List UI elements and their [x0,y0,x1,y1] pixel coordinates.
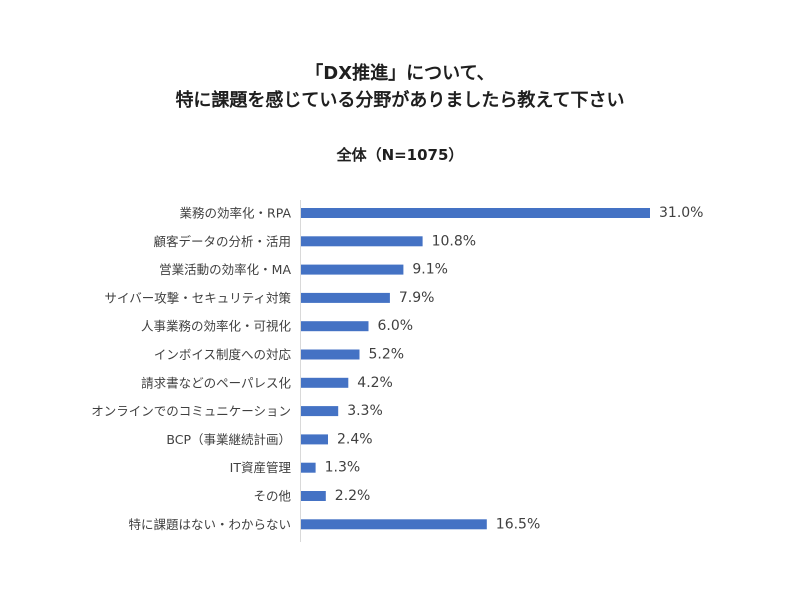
value-label-8: 3.3% [347,403,383,419]
bar-3 [301,264,404,275]
bar-2 [301,236,423,247]
category-label-3: 営業活動の効率化・MA [159,262,291,277]
category-label-7: 請求書などのペーパレス化 [141,375,291,390]
bars-group [301,208,650,530]
chart-title-line-1: 「DX推進」について、 [305,63,495,84]
bar-11 [301,491,326,501]
category-label-5: 人事業務の効率化・可視化 [141,319,292,334]
value-label-1: 31.0% [659,205,703,221]
value-label-12: 16.5% [496,516,540,532]
bar-4 [301,292,390,303]
bar-8 [301,406,339,417]
category-label-6: インボイス制度への対応 [154,347,292,362]
category-label-1: 業務の効率化・RPA [180,206,292,221]
bar-9 [301,434,328,445]
value-label-3: 9.1% [412,262,448,278]
bar-1 [301,208,650,218]
chart-subtitle: 全体（N=1075） [336,146,464,164]
value-label-11: 2.2% [335,488,371,504]
value-labels-group: 31.0% 10.8% 9.1% 7.9% 6.0% 5.2% 4.2% 3.3% 2.4% 1.… [325,205,704,532]
category-label-4: サイバー攻撃・セキュリティ対策 [104,290,291,305]
category-label-8: オンラインでのコミュニケーション [91,404,291,419]
value-label-6: 5.2% [369,347,405,363]
value-label-2: 10.8% [432,233,476,249]
value-label-7: 4.2% [357,375,393,391]
bar-6 [301,349,360,360]
value-label-10: 1.3% [325,460,361,476]
bar-12 [301,519,487,530]
category-label-10: IT資産管理 [230,460,292,475]
category-label-11: その他 [253,489,291,504]
bar-7 [301,377,349,388]
category-label-12: 特に課題はない・わからない [128,517,291,532]
value-label-4: 7.9% [399,290,435,306]
category-label-9: BCP（事業継続計画） [166,432,291,447]
bar-5 [301,321,369,332]
chart-title-line-2: 特に課題を感じている分野がありましたら教えて下さい [175,90,625,111]
category-label-2: 顧客データの分析・活用 [153,234,291,249]
bar-10 [301,462,316,473]
value-label-5: 6.0% [378,318,414,334]
value-label-9: 2.4% [337,431,373,447]
